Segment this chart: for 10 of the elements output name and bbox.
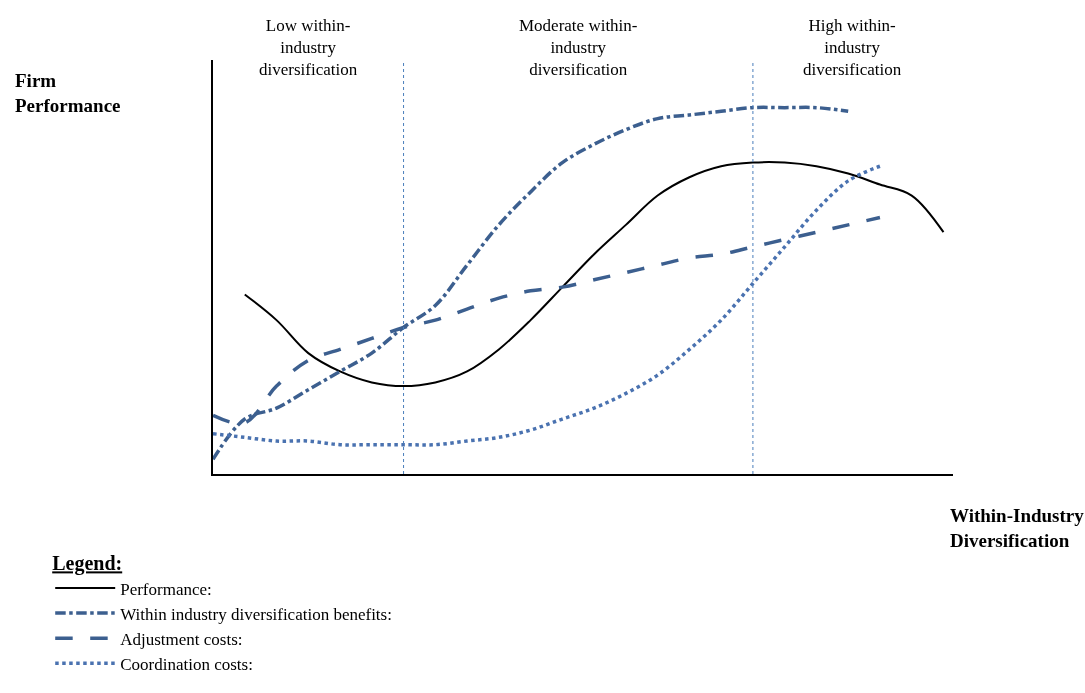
text: Moderate within- industry diversification	[519, 16, 638, 80]
legend-label: Within industry diversification benefits:	[120, 604, 392, 624]
legend-title: Legend:	[52, 552, 123, 576]
x-axis-title: Within-Industry Diversification	[950, 505, 1085, 551]
text: Low within- industry diversification	[259, 16, 358, 80]
y-axis-title: Firm Performance	[15, 70, 121, 116]
legend-label: Coordination costs:	[120, 654, 253, 674]
legend-label: Adjustment costs:	[120, 629, 243, 649]
legend-label: Performance:	[120, 579, 212, 599]
text: High within- industry diversification	[803, 16, 902, 80]
